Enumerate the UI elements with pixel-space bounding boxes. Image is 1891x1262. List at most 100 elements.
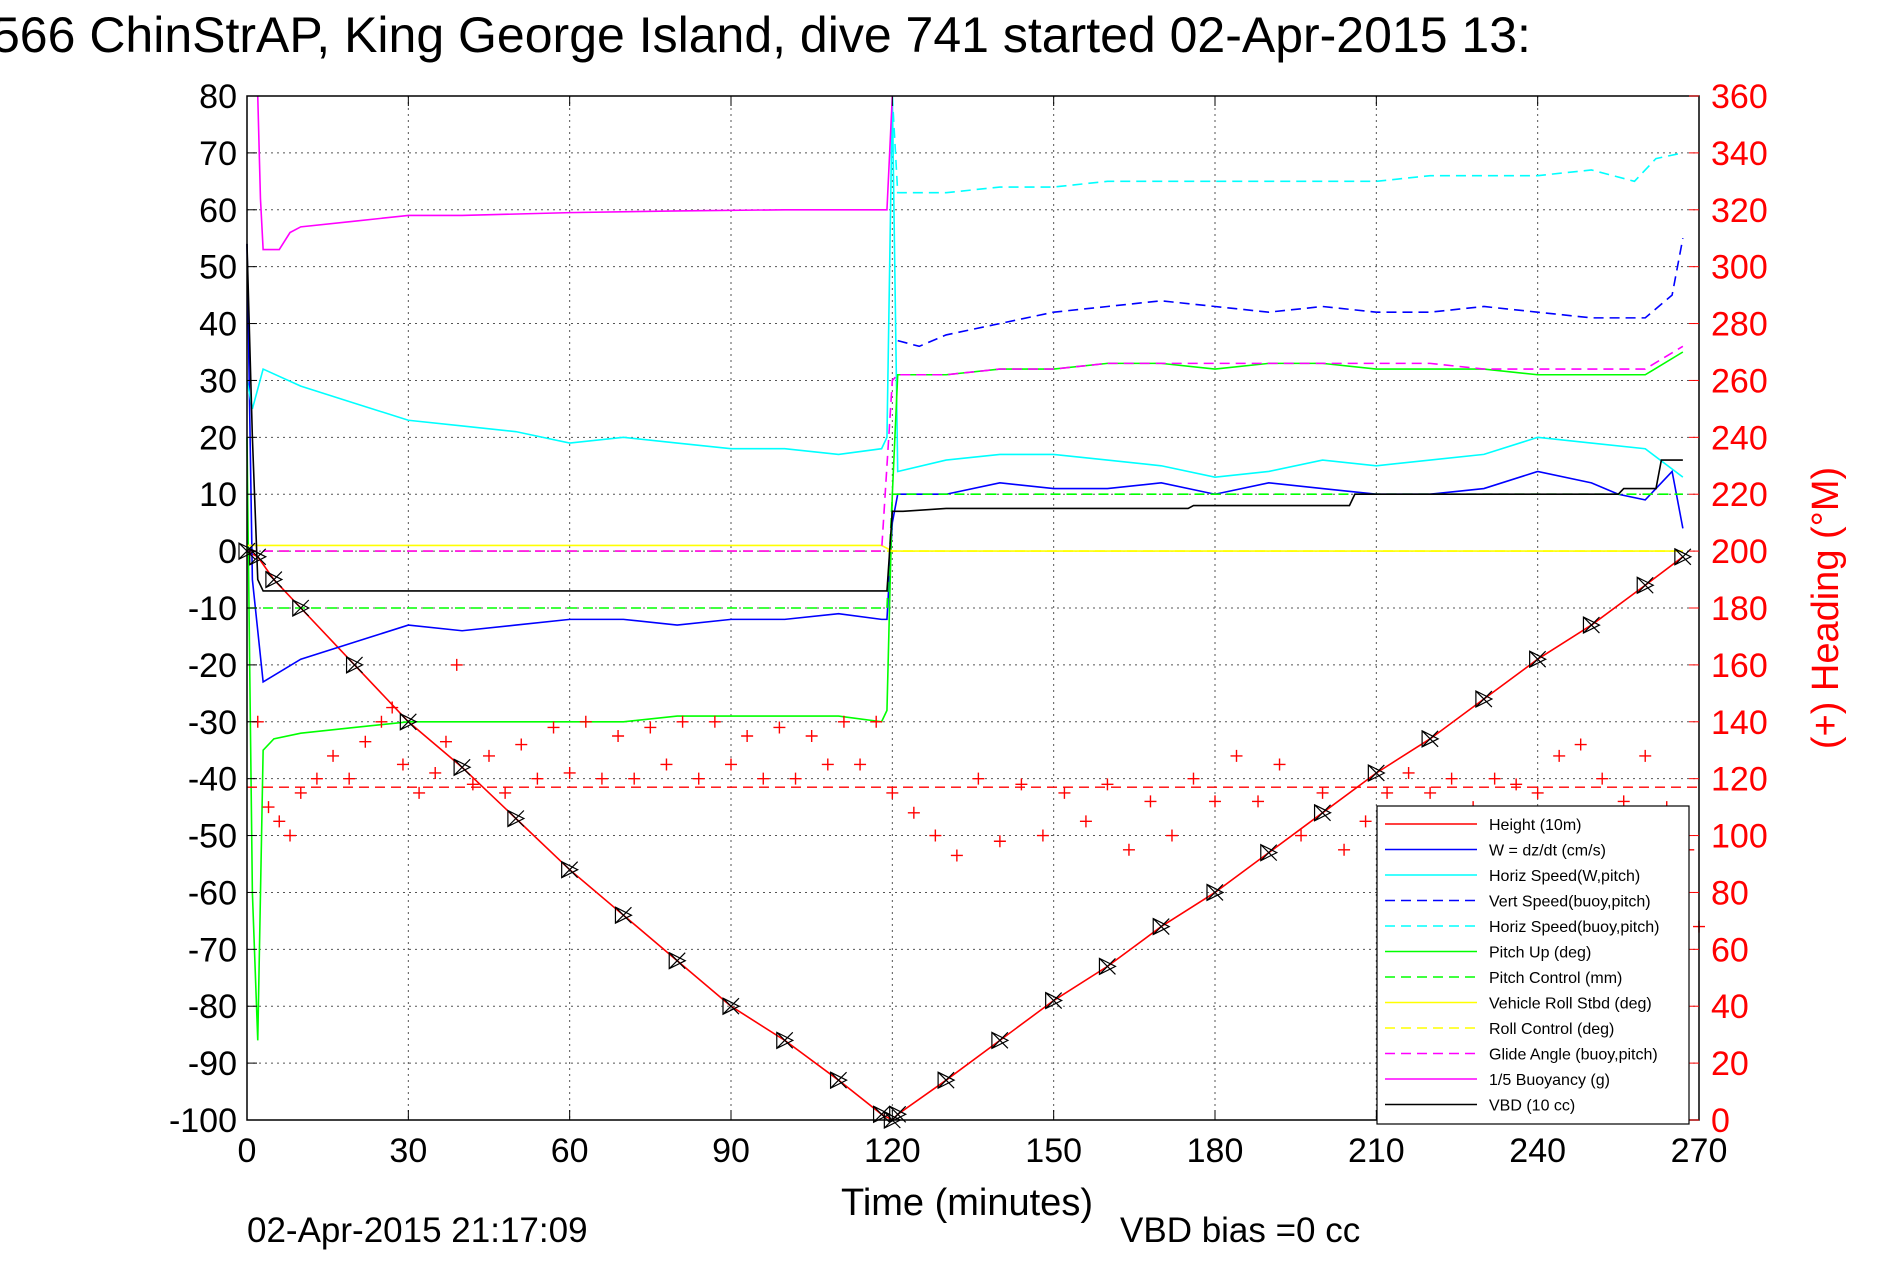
heading-point [789, 772, 802, 785]
depth-marker [1636, 576, 1655, 595]
depth-marker [1421, 729, 1440, 748]
y2-tick-label: 240 [1711, 419, 1768, 457]
heading-point [1036, 829, 1049, 842]
heading-point [499, 786, 512, 799]
depth-marker [399, 712, 418, 731]
heading-point [310, 772, 323, 785]
heading-point [284, 829, 297, 842]
y2-tick-label: 340 [1711, 135, 1768, 173]
heading-point [1230, 749, 1243, 762]
depth-marker [991, 1031, 1010, 1050]
heading-point [1574, 738, 1587, 751]
x-tick-label: 240 [1509, 1132, 1566, 1170]
heading-point [821, 758, 834, 771]
heading-point [1402, 766, 1415, 779]
x-tick-label: 30 [389, 1132, 427, 1170]
depth-marker [345, 655, 364, 674]
x-axis-label: Time (minutes) [841, 1182, 1093, 1224]
depth-marker [507, 809, 526, 828]
y-tick-label: -50 [188, 818, 237, 856]
y2-tick-label: 300 [1711, 249, 1768, 287]
y2-tick-label: 160 [1711, 647, 1768, 685]
legend-box [1376, 805, 1690, 1125]
chart-title: 566 ChinStrAP, King George Island, dive … [0, 7, 1531, 63]
legend-label: 1/5 Buoyancy (g) [1489, 1072, 1610, 1089]
depth-marker [453, 758, 472, 777]
y-tick-label: 60 [199, 192, 237, 230]
y2-tick-label: 320 [1711, 192, 1768, 230]
heading-point [725, 758, 737, 771]
legend-label: Glide Angle (buoy,pitch) [1489, 1047, 1658, 1064]
x-tick-label: 0 [238, 1132, 257, 1170]
legend-label: Pitch Control (mm) [1489, 970, 1622, 987]
x-tick-label: 270 [1671, 1132, 1728, 1170]
depth-marker [1313, 803, 1332, 822]
depth-marker [1206, 883, 1225, 902]
heading-point [531, 772, 544, 785]
heading-point [386, 701, 399, 714]
heading-point [1165, 829, 1178, 842]
series-line-1 [246, 243, 1684, 684]
timestamp-footer: 02-Apr-2015 21:17:09 [247, 1211, 588, 1250]
heading-point [741, 730, 754, 742]
heading-point [805, 730, 818, 742]
heading-point [375, 715, 388, 728]
series-line-11 [246, 243, 1683, 592]
heading-point [483, 749, 495, 762]
depth-marker [1098, 957, 1117, 976]
heading-point [870, 715, 883, 728]
heading-point [547, 721, 560, 734]
heading-point [1252, 795, 1265, 808]
depth-marker [1674, 547, 1693, 566]
series-line-10 [256, 95, 894, 251]
y2-tick-label: 140 [1711, 704, 1768, 742]
heading-point [595, 772, 608, 785]
heading-point [773, 721, 786, 734]
heading-point [1122, 843, 1135, 856]
y-tick-label: -20 [188, 647, 237, 685]
heading-point [612, 730, 625, 742]
y-tick-label: 80 [199, 78, 237, 116]
heading-point [692, 772, 705, 785]
depth-marker [776, 1031, 795, 1050]
y2-tick-label: 220 [1711, 476, 1768, 514]
heading-point [1295, 829, 1308, 842]
heading-point [628, 772, 641, 785]
ticks: 0 30 60 90 120 150 180 210 240 270 80 70 60 50 40 30 20 1… [169, 78, 1768, 1170]
depth-marker [614, 906, 633, 925]
heading-point [273, 815, 286, 828]
heading-point [1445, 772, 1458, 785]
y-tick-label: 40 [199, 306, 237, 344]
y-tick-label: -40 [188, 761, 237, 799]
y-tick-label: 70 [199, 135, 237, 173]
heading-point [1058, 786, 1071, 799]
x-tick-label: 120 [864, 1132, 921, 1170]
heading-point [1101, 778, 1114, 791]
legend-label: VBD (10 cc) [1489, 1098, 1575, 1115]
x-tick-label: 210 [1348, 1132, 1405, 1170]
legend-label: Height (10m) [1489, 817, 1581, 834]
y-tick-label: 0 [218, 533, 237, 571]
x-tick-label: 60 [551, 1132, 589, 1170]
heading-point [1553, 749, 1566, 762]
series-line-3 [897, 238, 1684, 348]
heading-point [294, 786, 307, 799]
depth-marker [561, 860, 580, 879]
y2-tick-label: 20 [1711, 1045, 1749, 1083]
depth-marker [1367, 764, 1386, 782]
heading-point [1316, 786, 1329, 799]
heading-point [1144, 795, 1157, 808]
heading-point [1639, 749, 1652, 762]
heading-point [429, 766, 442, 779]
heading-point [886, 786, 899, 799]
heading-point [676, 715, 689, 728]
heading-point [907, 806, 920, 819]
depth-marker [265, 570, 284, 589]
y-tick-label: -80 [188, 988, 237, 1026]
legend-label: Pitch Up (deg) [1489, 945, 1591, 962]
depth-marker [1529, 650, 1548, 669]
depth-marker [1475, 690, 1494, 708]
heading-point [993, 835, 1006, 848]
y2-tick-label: 200 [1711, 533, 1768, 571]
heading-point [854, 758, 867, 771]
